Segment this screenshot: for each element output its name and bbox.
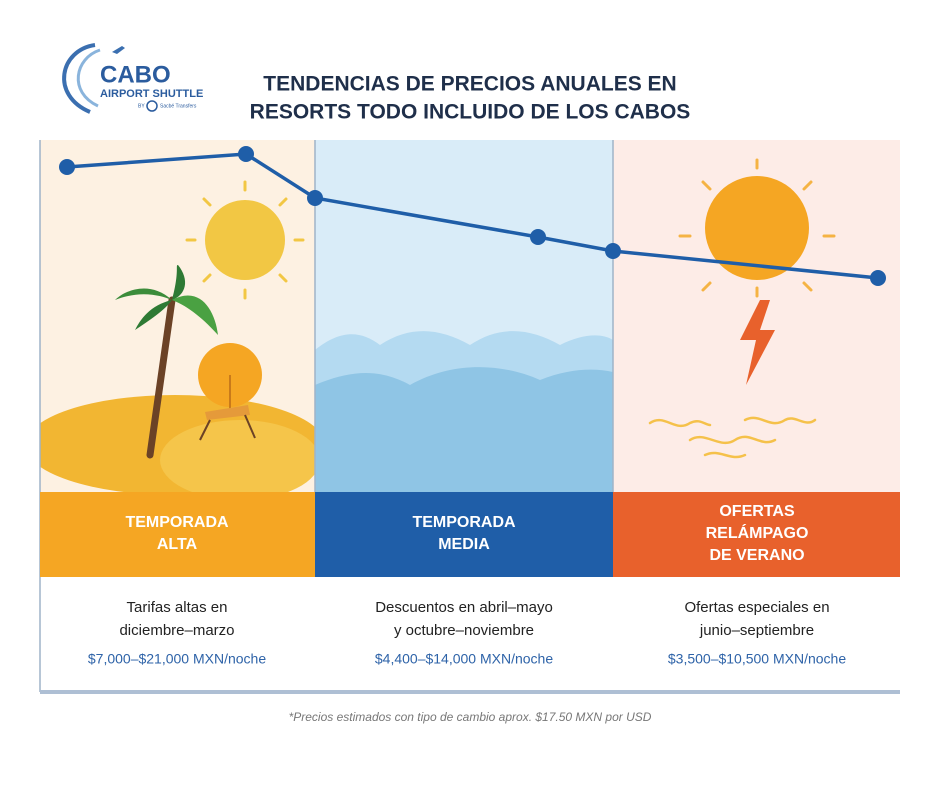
logo-by: BY <box>138 103 145 109</box>
season-title: ALTA <box>157 536 198 553</box>
logo-name: AIRPORT SHUTTLE <box>100 88 203 100</box>
season-title: TEMPORADA <box>412 514 516 531</box>
sun-illustration <box>648 158 836 459</box>
logo-partner: Sacbé Transfers <box>160 103 197 109</box>
season-bar <box>613 492 900 577</box>
trend-points <box>59 146 886 286</box>
season-description: diciembre–marzo <box>119 622 234 639</box>
season-title: DE VERANO <box>709 547 804 564</box>
season-price: $3,500–$10,500 MXN/noche <box>668 651 846 667</box>
season-title: TEMPORADA <box>125 514 229 531</box>
season-title: OFERTAS <box>719 503 795 520</box>
season-price: $7,000–$21,000 MXN/noche <box>88 651 266 667</box>
beach-illustration <box>40 180 315 492</box>
season-bar <box>315 492 613 577</box>
trend-line <box>66 152 879 280</box>
title: RESORTS TODO INCLUIDO DE LOS CABOS <box>250 101 691 124</box>
logo: CABO AIRPORT SHUTTLE BY Sacbé Transfers <box>62 43 203 114</box>
season-description: Descuentos en abril–mayo <box>375 599 553 616</box>
season-description: Ofertas especiales en <box>684 599 829 616</box>
season-title: MEDIA <box>438 536 490 553</box>
footnote: *Precios estimados con tipo de cambio ap… <box>289 710 652 724</box>
season-description: junio–septiembre <box>699 622 814 639</box>
logo-brand: CABO <box>100 61 171 88</box>
season-price: $4,400–$14,000 MXN/noche <box>375 651 553 667</box>
season-description: y octubre–noviembre <box>394 622 534 639</box>
season-description: Tarifas altas en <box>127 599 228 616</box>
season-title: RELÁMPAGO <box>706 523 809 542</box>
title: TENDENCIAS DE PRECIOS ANUALES EN <box>263 73 676 96</box>
wave <box>315 367 613 492</box>
season-bar <box>40 492 315 577</box>
